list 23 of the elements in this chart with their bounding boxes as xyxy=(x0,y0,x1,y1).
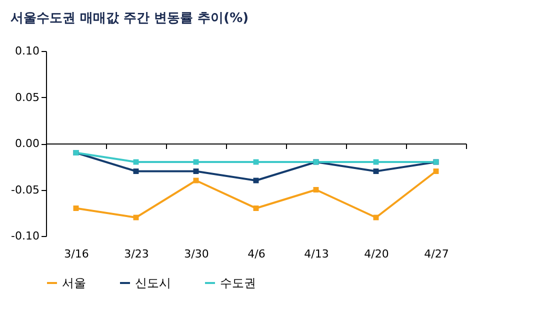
y-tick-label: -0.05 xyxy=(11,183,40,196)
point xyxy=(313,187,319,192)
y-tick-label: 0.10 xyxy=(15,44,40,58)
x-tick-label: 3/23 xyxy=(124,248,149,260)
x-tick-label: 4/20 xyxy=(364,248,389,260)
x-tick-label: 3/16 xyxy=(64,248,89,260)
y-tick-label: 0.00 xyxy=(15,137,40,150)
point xyxy=(133,168,139,174)
legend-label: 수도권 xyxy=(220,276,256,290)
x-tick-label: 4/27 xyxy=(424,248,449,260)
point xyxy=(193,168,199,174)
point xyxy=(433,168,439,174)
x-tick-label: 4/13 xyxy=(304,248,329,260)
y-tick-label: -0.10 xyxy=(11,230,40,242)
point xyxy=(73,206,79,211)
x-tick-label: 3/30 xyxy=(184,248,209,260)
legend-label: 신도시 xyxy=(135,276,171,290)
x-tick-label: 4/6 xyxy=(248,248,266,260)
chart-title: 서울수도권 매매값 주간 변동률 추이(%) xyxy=(10,11,249,26)
legend-label: 서울 xyxy=(62,276,86,290)
y-tick-label: 0.05 xyxy=(15,90,40,104)
point xyxy=(373,168,379,174)
point xyxy=(253,206,259,211)
